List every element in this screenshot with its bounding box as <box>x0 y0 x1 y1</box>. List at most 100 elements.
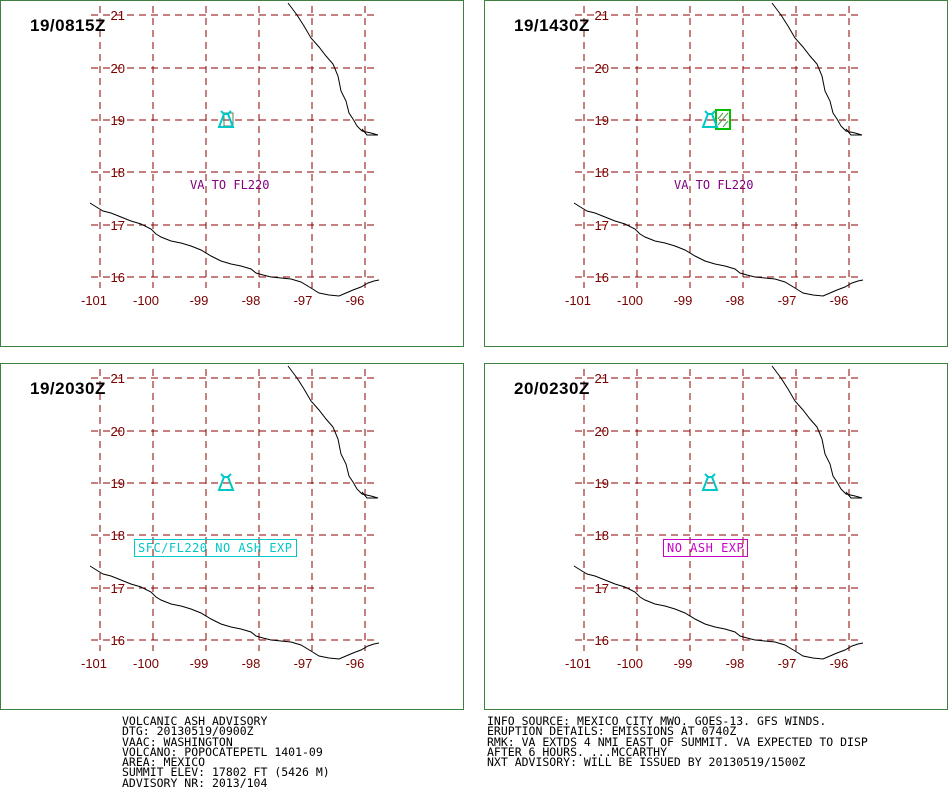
map-panel-1: 21 20 19 18 17 16 -101 -100 -99 -98 -97 -96 19/0815… <box>0 0 464 347</box>
lon-tick-label: -97 <box>778 656 797 671</box>
advisory-line: VOLCANO: POPOCATEPETL 1401-09 <box>122 744 323 759</box>
lon-tick-label: -99 <box>674 656 693 671</box>
lon-tick-label: -100 <box>617 656 643 671</box>
map-svg: 21 20 19 18 17 16 -101 -100 -99 -98 -97 -96 <box>81 365 380 671</box>
lat-tick-label: 16 <box>595 270 609 285</box>
advisory-line: AREA: MEXICO <box>122 755 206 770</box>
lat-tick-label: 19 <box>111 113 125 128</box>
lat-tick-label: 21 <box>595 8 609 23</box>
volcano-icon <box>701 473 719 491</box>
volcano-plume <box>704 473 709 478</box>
advisory-line: VAAC: WASHINGTON <box>122 734 233 749</box>
volcano-plume <box>711 473 716 478</box>
lon-tick-label: -97 <box>778 293 797 308</box>
lat-tick-label: 17 <box>595 581 609 596</box>
lat-tick-label: 21 <box>111 371 125 386</box>
lon-tick-label: -97 <box>294 293 313 308</box>
lat-tick-label: 21 <box>595 371 609 386</box>
lon-tick-label: -100 <box>133 656 159 671</box>
advisory-line: RMK: VA EXTDS 4 NMI EAST OF SUMMIT. VA E… <box>487 734 868 749</box>
coastline-pacific <box>573 565 864 660</box>
coastline-pacific <box>573 202 864 297</box>
advisory-line: ADVISORY NR: 2013/104 <box>122 775 268 790</box>
lat-tick-label: 20 <box>595 424 609 439</box>
lon-tick-label: -101 <box>565 656 591 671</box>
advisory-line: DTG: 20130519/0900Z <box>122 724 254 739</box>
lat-tick-label: 20 <box>595 61 609 76</box>
lat-tick-label: 17 <box>595 218 609 233</box>
coastline-gulf <box>287 365 379 499</box>
volcano-icon <box>701 110 719 128</box>
lon-tick-label: -98 <box>726 293 745 308</box>
map-svg: 21 20 19 18 17 16 -101 -100 -99 -98 -97 -96 <box>565 365 864 671</box>
lat-tick-label: 21 <box>111 8 125 23</box>
lon-tick-label: -96 <box>830 293 849 308</box>
coastline-gulf <box>287 2 379 136</box>
volcano-plume <box>220 473 225 478</box>
map-panel-3: 21 20 19 18 17 16 -101 -100 -99 -98 -97 -96 19/2030… <box>0 363 464 710</box>
lat-tick-label: 17 <box>111 218 125 233</box>
lat-tick-label: 16 <box>111 633 125 648</box>
panel-time: 19/1430Z <box>514 16 590 35</box>
map-svg: 21 20 19 18 17 16 -101 -100 -99 -98 -97 -96 <box>81 2 380 308</box>
ash-label: VA TO FL220 <box>674 178 754 192</box>
advisory-line: INFO SOURCE: MEXICO CITY MWO. GOES-13. G… <box>487 714 827 728</box>
coastline-pacific <box>89 565 380 660</box>
lat-tick-label: 20 <box>111 424 125 439</box>
volcano-icon <box>217 110 235 128</box>
lat-tick-label: 18 <box>595 165 609 180</box>
lat-tick-label: 16 <box>595 633 609 648</box>
lat-tick-label: 17 <box>111 581 125 596</box>
lon-tick-label: -100 <box>617 293 643 308</box>
coastline-gulf <box>771 365 863 499</box>
lat-tick-label: 18 <box>111 528 125 543</box>
advisory-line: AFTER 6 HOURS. ...MCCARTHY <box>487 744 668 759</box>
volcano-plume <box>711 110 716 115</box>
lat-tick-label: 18 <box>111 165 125 180</box>
ash-area-hatch <box>717 112 729 126</box>
lon-tick-label: -96 <box>346 293 365 308</box>
lat-tick-label: 19 <box>595 113 609 128</box>
lon-tick-label: -99 <box>190 656 209 671</box>
lat-tick-label: 16 <box>111 270 125 285</box>
advisory-line: ERUPTION DETAILS: EMISSIONS AT 0740Z <box>487 724 737 739</box>
volcano-plume <box>227 473 232 478</box>
lon-tick-label: -98 <box>726 656 745 671</box>
panel-time: 19/2030Z <box>30 379 106 398</box>
ash-area-hatch <box>717 112 724 120</box>
volcano-plume <box>704 110 709 115</box>
lon-tick-label: -101 <box>81 656 107 671</box>
map-panel-4: 21 20 19 18 17 16 -101 -100 -99 -98 -97 -96 20/0230… <box>484 363 948 710</box>
ash-area-hatch <box>722 120 729 128</box>
coastline-pacific <box>89 202 380 297</box>
lon-tick-label: -99 <box>674 293 693 308</box>
lat-tick-label: 18 <box>595 528 609 543</box>
lon-tick-label: -101 <box>81 293 107 308</box>
advisory-left-block: VOLCANIC ASH ADVISORY DTG: 20130519/0900… <box>122 714 330 790</box>
advisory-line: VOLCANIC ASH ADVISORY <box>122 714 268 728</box>
map-svg: 21 20 19 18 17 16 -101 -100 -99 -98 -97 -96 <box>565 2 864 308</box>
volcano-icon <box>217 473 235 491</box>
lon-tick-label: -97 <box>294 656 313 671</box>
lon-tick-label: -99 <box>190 293 209 308</box>
advisory-right-block: INFO SOURCE: MEXICO CITY MWO. GOES-13. G… <box>487 714 868 770</box>
ash-label: SFC/FL220 NO ASH EXP <box>134 539 297 557</box>
ash-label: VA TO FL220 <box>190 178 270 192</box>
panel-time: 19/0815Z <box>30 16 106 35</box>
advisory-line: NXT ADVISORY: WILL BE ISSUED BY 20130519… <box>487 755 806 770</box>
ash-area-box <box>715 109 731 130</box>
lon-tick-label: -96 <box>346 656 365 671</box>
lon-tick-label: -98 <box>242 293 261 308</box>
ash-label: NO ASH EXP <box>663 539 749 557</box>
lon-tick-label: -98 <box>242 656 261 671</box>
coastline-gulf <box>771 2 863 136</box>
lat-tick-label: 19 <box>111 476 125 491</box>
advisory-line: SUMMIT ELEV: 17802 FT (5426 M) <box>122 765 330 780</box>
lon-tick-label: -100 <box>133 293 159 308</box>
volcano-plume <box>220 110 225 115</box>
volcano-plume <box>227 110 232 115</box>
lon-tick-label: -96 <box>830 656 849 671</box>
lat-tick-label: 19 <box>595 476 609 491</box>
panel-time: 20/0230Z <box>514 379 590 398</box>
lat-tick-label: 20 <box>111 61 125 76</box>
